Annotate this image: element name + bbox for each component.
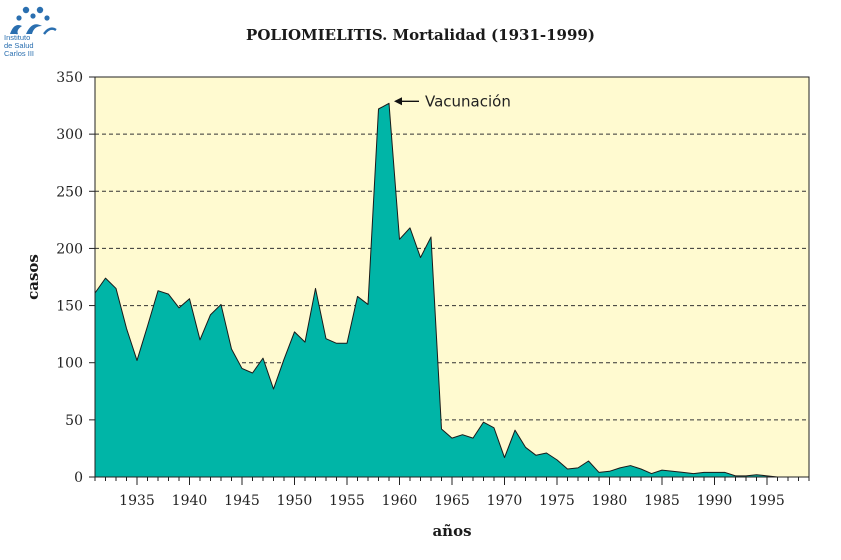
- mortality-area: [94, 102, 810, 478]
- logo-line-3: Carlos III: [4, 49, 35, 58]
- x-tick-label: 1960: [382, 493, 418, 509]
- y-tick-label: 100: [56, 356, 83, 372]
- x-tick-label: 1995: [749, 493, 785, 509]
- institute-logo-mark: [10, 6, 57, 35]
- institute-logo-text: Instituto de Salud Carlos III: [4, 34, 60, 58]
- institute-logo: [4, 4, 64, 66]
- y-axis-title: casos: [24, 254, 42, 300]
- x-tick-label: 1965: [434, 493, 470, 509]
- x-tick-label: 1985: [644, 493, 680, 509]
- x-tick-label: 1975: [539, 493, 575, 509]
- x-tick-label: 1955: [329, 493, 365, 509]
- logo-line-2: de Salud: [4, 41, 34, 50]
- y-tick-label: 50: [65, 413, 83, 429]
- x-tick-label: 1980: [592, 493, 628, 509]
- y-tick-label: 150: [56, 299, 83, 315]
- y-tick-label: 350: [56, 70, 83, 86]
- logo-line-1: Instituto: [4, 33, 31, 42]
- chart-title: POLIOMIELITIS. Mortalidad (1931-1999): [246, 26, 595, 44]
- y-tick-label: 250: [56, 184, 83, 200]
- y-tick-label: 300: [56, 127, 83, 143]
- y-tick-label: 0: [74, 470, 83, 486]
- x-tick-label: 1945: [224, 493, 260, 509]
- annotation-arrow-head: [394, 97, 402, 106]
- y-tick-label: 200: [56, 241, 83, 257]
- x-tick-label: 1935: [119, 493, 155, 509]
- annotation-label: Vacunación: [425, 92, 511, 110]
- x-tick-label: 1940: [172, 493, 208, 509]
- x-tick-label: 1950: [277, 493, 313, 509]
- x-tick-label: 1990: [697, 493, 733, 509]
- x-axis-title: años: [432, 522, 471, 540]
- x-tick-label: 1970: [487, 493, 523, 509]
